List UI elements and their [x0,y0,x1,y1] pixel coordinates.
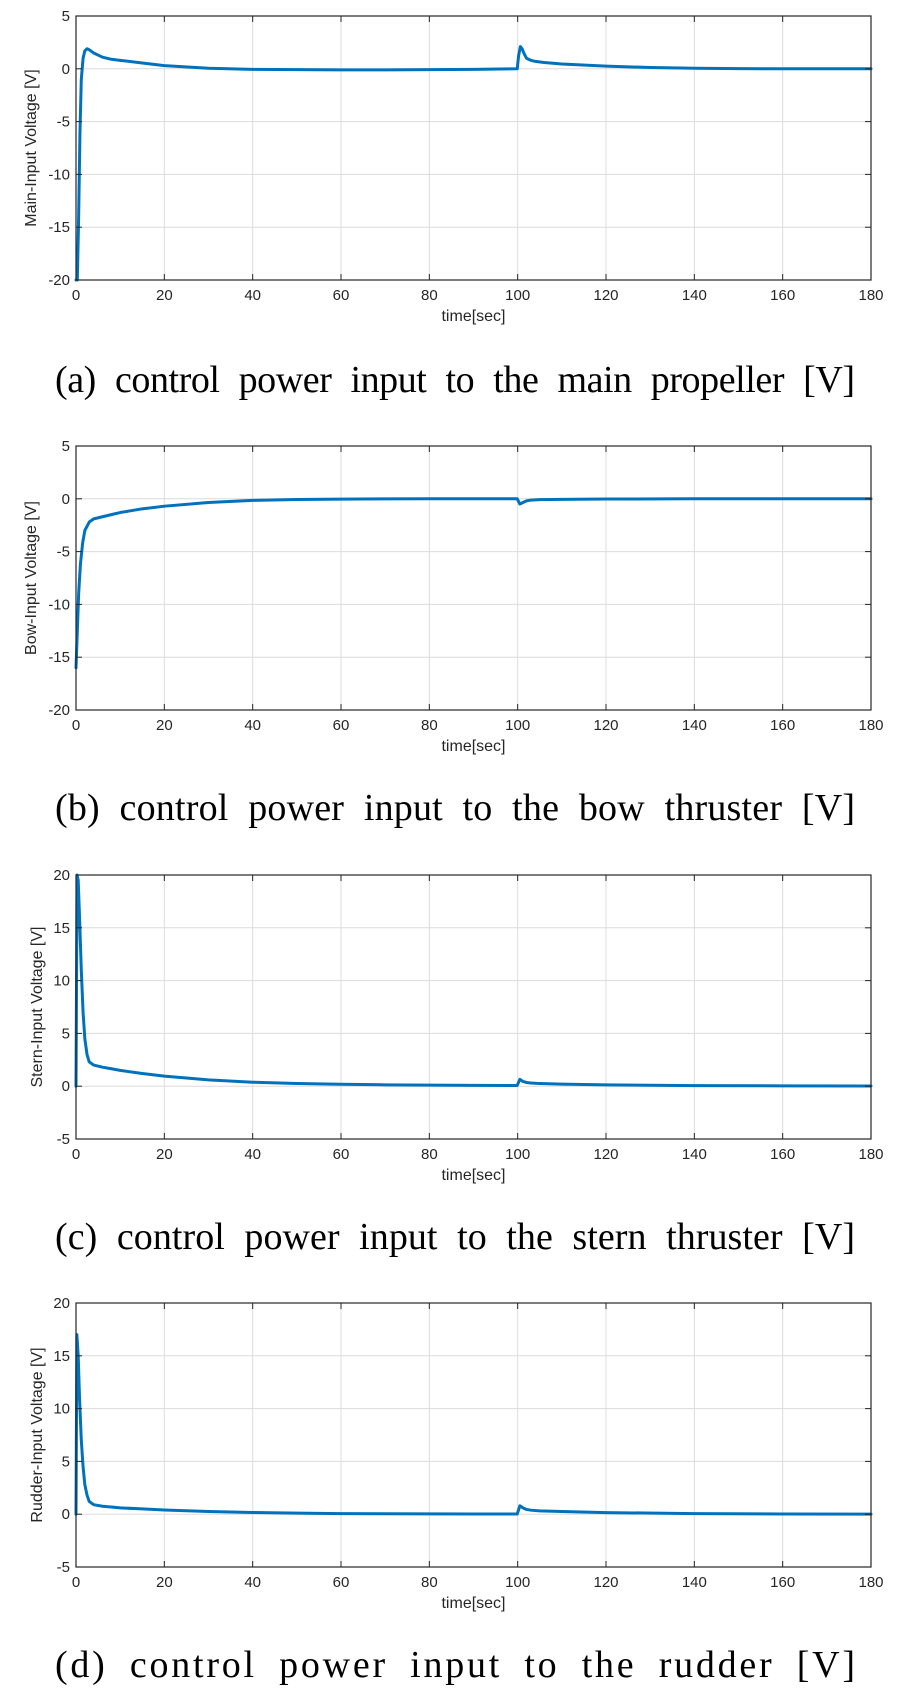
y-tick-label: 5 [62,8,70,25]
x-tick-label: 100 [505,1574,530,1591]
x-tick-label: 20 [156,1574,173,1591]
y-tick-label: 5 [62,1453,70,1470]
x-tick-label: 40 [244,1146,261,1163]
x-tick-label: 40 [244,717,261,734]
y-tick-label: 0 [62,491,70,508]
figure-caption: (d) control power input to the rudder [V… [55,1644,855,1686]
series-line [74,497,873,670]
x-tick-label: 180 [858,287,883,304]
y-tick-label: -20 [48,702,70,719]
x-tick-label: 100 [505,1146,530,1163]
y-tick-label: 10 [53,973,70,990]
x-tick-label: 180 [858,1574,883,1591]
series-line [74,45,873,282]
y-tick-label: -5 [57,1131,70,1148]
x-tick-label: 60 [333,287,350,304]
y-tick-label: -10 [48,596,70,613]
x-tick-label: 140 [682,1574,707,1591]
plot-frame [75,874,872,1140]
x-tick-label: 0 [72,287,80,304]
x-tick-label: 160 [770,717,795,734]
x-tick-label: 140 [682,717,707,734]
y-tick-label: 5 [62,1025,70,1042]
y-tick-label: -5 [57,544,70,561]
y-tick-label: 0 [62,61,70,78]
x-tick-label: 20 [156,1146,173,1163]
y-axis-label: Stern-Input Voltage [V] [29,927,46,1088]
y-tick-label: 15 [53,1348,70,1365]
x-tick-label: 180 [858,717,883,734]
x-tick-label: 80 [421,1146,438,1163]
y-tick-label: -15 [48,649,70,666]
y-tick-label: 10 [53,1401,70,1418]
x-tick-label: 160 [770,287,795,304]
x-tick-label: 140 [682,1146,707,1163]
y-axis-label: Rudder-Input Voltage [V] [29,1347,46,1522]
y-tick-label: 0 [62,1078,70,1095]
x-tick-label: 40 [244,1574,261,1591]
y-tick-label: 0 [62,1506,70,1523]
x-tick-label: 60 [333,1574,350,1591]
chart-panel-3: 0 20 40 60 80 100 120 140 160 180-505101520time[s… [29,867,884,1258]
x-tick-label: 80 [421,287,438,304]
chart-panel-1: 0 20 40 60 80 100 120 140 160 180 -20 -15 -10 -5 0 5 tim… [23,8,884,401]
x-tick-label: 100 [505,717,530,734]
chart-panel-2: 0 20 40 60 80 100 120 140 160 180 -20 -15 -10 -5 0 5 tim… [23,438,884,829]
plot-frame [75,445,872,711]
figure-caption: (b) control power input to the bow thrus… [55,787,855,829]
y-tick-label: -20 [48,272,70,289]
x-tick-label: 60 [333,717,350,734]
y-axis-label: Bow-Input Voltage [V] [23,501,40,655]
x-tick-label: 80 [421,717,438,734]
x-tick-label: 180 [858,1146,883,1163]
x-tick-label: 20 [156,287,173,304]
series-line [74,1333,873,1516]
x-tick-label: 20 [156,717,173,734]
x-axis-label: time[sec] [441,1595,505,1612]
x-tick-label: 60 [333,1146,350,1163]
x-tick-label: 100 [505,287,530,304]
y-axis-label: Main-Input Voltage [V] [23,69,40,226]
plot-frame [75,15,872,281]
y-tick-label: -15 [48,219,70,236]
x-tick-label: 0 [72,717,80,734]
chart-panel-4: 0 20 40 60 80 100 120 140 160 180-505101520time[s… [29,1295,884,1686]
series-line [74,873,873,1088]
y-tick-label: -5 [57,114,70,131]
x-tick-label: 160 [770,1574,795,1591]
x-tick-label: 160 [770,1146,795,1163]
y-tick-label: 20 [53,867,70,884]
x-tick-label: 120 [593,1574,618,1591]
y-tick-label: 20 [53,1295,70,1312]
x-tick-label: 0 [72,1574,80,1591]
x-tick-label: 0 [72,1146,80,1163]
plot-frame [75,1302,872,1568]
figure-caption: (a) control power input to the main prop… [55,359,855,401]
x-tick-label: 80 [421,1574,438,1591]
x-axis-label: time[sec] [441,1167,505,1184]
y-tick-label: -5 [57,1559,70,1576]
y-tick-label: -10 [48,166,70,183]
x-axis-label: time[sec] [441,738,505,755]
x-tick-label: 140 [682,287,707,304]
x-tick-label: 120 [593,287,618,304]
y-tick-label: 5 [62,438,70,455]
figure-caption: (c) control power input to the stern thr… [55,1216,855,1258]
x-tick-label: 120 [593,1146,618,1163]
x-tick-label: 120 [593,717,618,734]
x-axis-label: time[sec] [441,308,505,325]
y-tick-label: 15 [53,920,70,937]
x-tick-label: 40 [244,287,261,304]
